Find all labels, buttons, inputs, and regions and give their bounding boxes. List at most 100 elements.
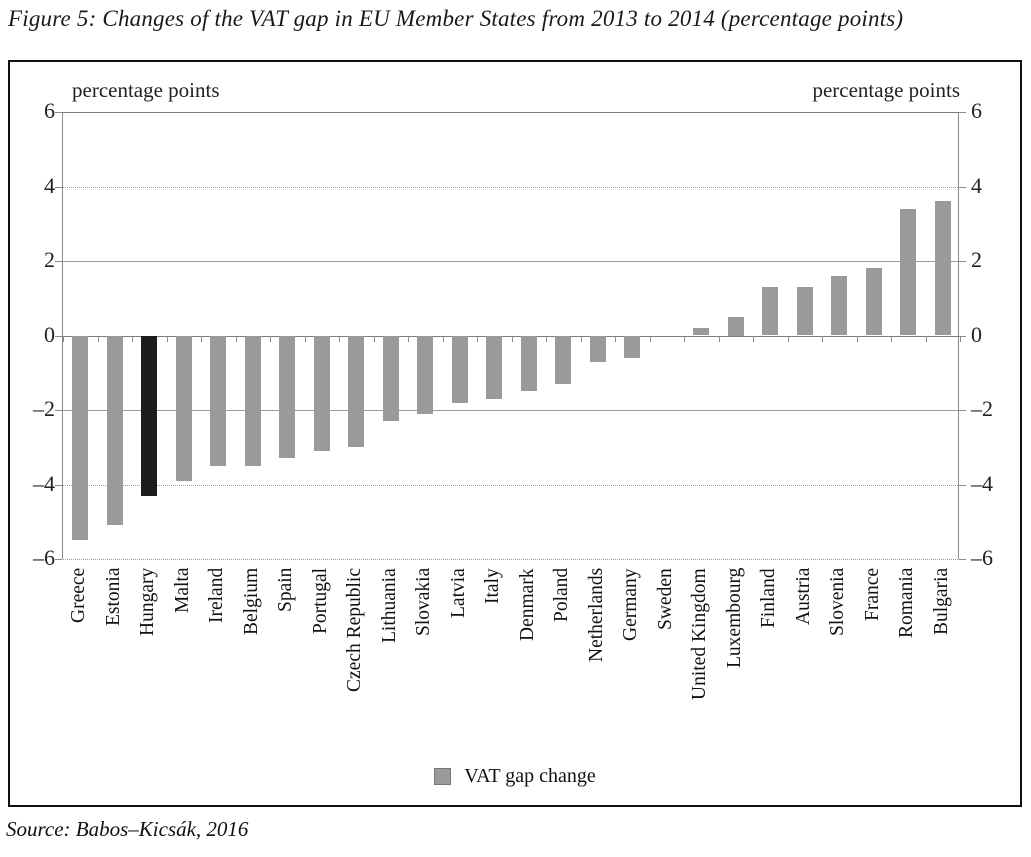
xlabel-spain: Spain (275, 568, 297, 613)
gridline-6 (63, 112, 958, 113)
left-ytick-label--2: –2 (33, 396, 55, 421)
xlabel-belgium: Belgium (240, 568, 262, 636)
bar-slovakia (417, 335, 434, 414)
bar-hungary (141, 335, 158, 496)
bar-luxembourg (727, 316, 744, 336)
xlabel-finland: Finland (758, 568, 780, 628)
xlabel-ireland: Ireland (206, 568, 228, 624)
bar-france (865, 268, 882, 336)
category-axis-tick (649, 335, 651, 342)
right-ytick-label--6: –6 (971, 545, 993, 570)
xlabel-romania: Romania (896, 568, 918, 639)
left-axis-tick--2 (55, 410, 62, 411)
category-axis-tick (891, 335, 892, 342)
xlabel-sweden: Sweden (654, 568, 676, 630)
left-axis-tick-0 (55, 335, 62, 337)
legend-swatch-icon (434, 767, 452, 785)
figure-title: Figure 5: Changes of the VAT gap in EU M… (8, 6, 904, 31)
right-ytick-label--2: –2 (971, 396, 993, 421)
category-axis-tick (615, 335, 616, 342)
left-axis-tick-4 (55, 186, 62, 188)
category-axis-tick (132, 335, 133, 342)
bar-portugal (313, 335, 330, 451)
xlabel-greece: Greece (68, 568, 90, 624)
category-axis-tick (546, 335, 547, 342)
xlabel-portugal: Portugal (309, 568, 331, 635)
bar-belgium (244, 335, 261, 466)
bar-netherlands (589, 335, 606, 362)
left-ytick-label--4: –4 (33, 470, 55, 496)
bar-czech-republic (348, 335, 365, 448)
bar-latvia (451, 335, 468, 403)
bar-finland (762, 287, 779, 336)
right-axis-unit-label: percentage points (812, 78, 960, 102)
plot-area (62, 112, 961, 560)
xlabel-germany: Germany (620, 568, 642, 641)
left-axis-tick--6 (55, 559, 62, 560)
gridline-0 (63, 335, 958, 337)
bar-italy (486, 335, 503, 399)
left-axis-tick-2 (55, 261, 62, 262)
category-axis-tick (684, 335, 685, 342)
right-axis-tick-0 (959, 335, 966, 337)
left-axis-tick-6 (55, 112, 62, 113)
bar-estonia (106, 335, 123, 526)
left-axis-tick--4 (55, 484, 62, 486)
left-ytick-label-4: 4 (44, 172, 55, 198)
category-axis-tick (97, 335, 99, 342)
right-axis-tick--4 (959, 484, 966, 486)
right-axis-tick--6 (959, 559, 966, 560)
xlabel-united-kingdom: United Kingdom (689, 568, 711, 700)
right-axis-tick-6 (959, 112, 966, 113)
xlabel-slovenia: Slovenia (827, 568, 849, 637)
xlabel-france: France (861, 568, 883, 622)
bar-ireland (210, 335, 227, 466)
category-axis-tick (166, 335, 168, 342)
category-axis-tick (339, 335, 340, 342)
category-axis-tick (925, 335, 927, 342)
bar-greece (72, 335, 89, 541)
bar-spain (279, 335, 296, 459)
xlabel-latvia: Latvia (447, 568, 469, 618)
bar-romania (900, 208, 917, 336)
category-axis-tick (408, 335, 409, 342)
right-ytick-label-2: 2 (971, 247, 982, 272)
category-axis-tick (304, 335, 306, 342)
bar-germany (624, 335, 641, 358)
gridline--2 (63, 410, 958, 411)
gridline--4 (63, 484, 958, 486)
bar-united-kingdom (693, 328, 710, 336)
category-axis-tick (787, 335, 789, 342)
bar-austria (796, 287, 813, 336)
category-axis-tick (822, 335, 823, 342)
left-ytick-label--6: –6 (33, 545, 55, 570)
source-caption: Source: Babos–Kicsák, 2016 (6, 817, 249, 841)
category-axis-tick (960, 335, 961, 342)
xlabel-poland: Poland (551, 568, 573, 623)
right-ytick-label-0: 0 (971, 321, 982, 347)
category-axis-tick (753, 335, 754, 342)
xlabel-bulgaria: Bulgaria (930, 568, 952, 636)
bar-bulgaria (934, 201, 951, 336)
chart-frame: percentage points percentage points 6 6 4 4… (8, 60, 1022, 807)
category-axis-tick (201, 335, 202, 342)
xlabel-czech-republic: Czech Republic (344, 568, 366, 692)
right-axis-tick-2 (959, 261, 966, 262)
bar-denmark (520, 335, 537, 392)
xlabel-malta: Malta (171, 568, 193, 614)
category-axis-tick (270, 335, 271, 342)
category-axis-tick (477, 335, 478, 342)
legend-label: VAT gap change (464, 764, 596, 787)
right-axis-tick-4 (959, 186, 966, 188)
xlabel-italy: Italy (482, 568, 504, 604)
bar-poland (555, 335, 572, 384)
xlabel-netherlands: Netherlands (585, 568, 607, 663)
category-axis-tick (511, 335, 513, 342)
category-axis-tick (442, 335, 444, 342)
bar-lithuania (382, 335, 399, 422)
gridline-4 (63, 186, 958, 188)
left-axis-unit-label: percentage points (72, 78, 220, 102)
left-ytick-label-2: 2 (44, 247, 55, 272)
category-axis-tick (235, 335, 237, 342)
